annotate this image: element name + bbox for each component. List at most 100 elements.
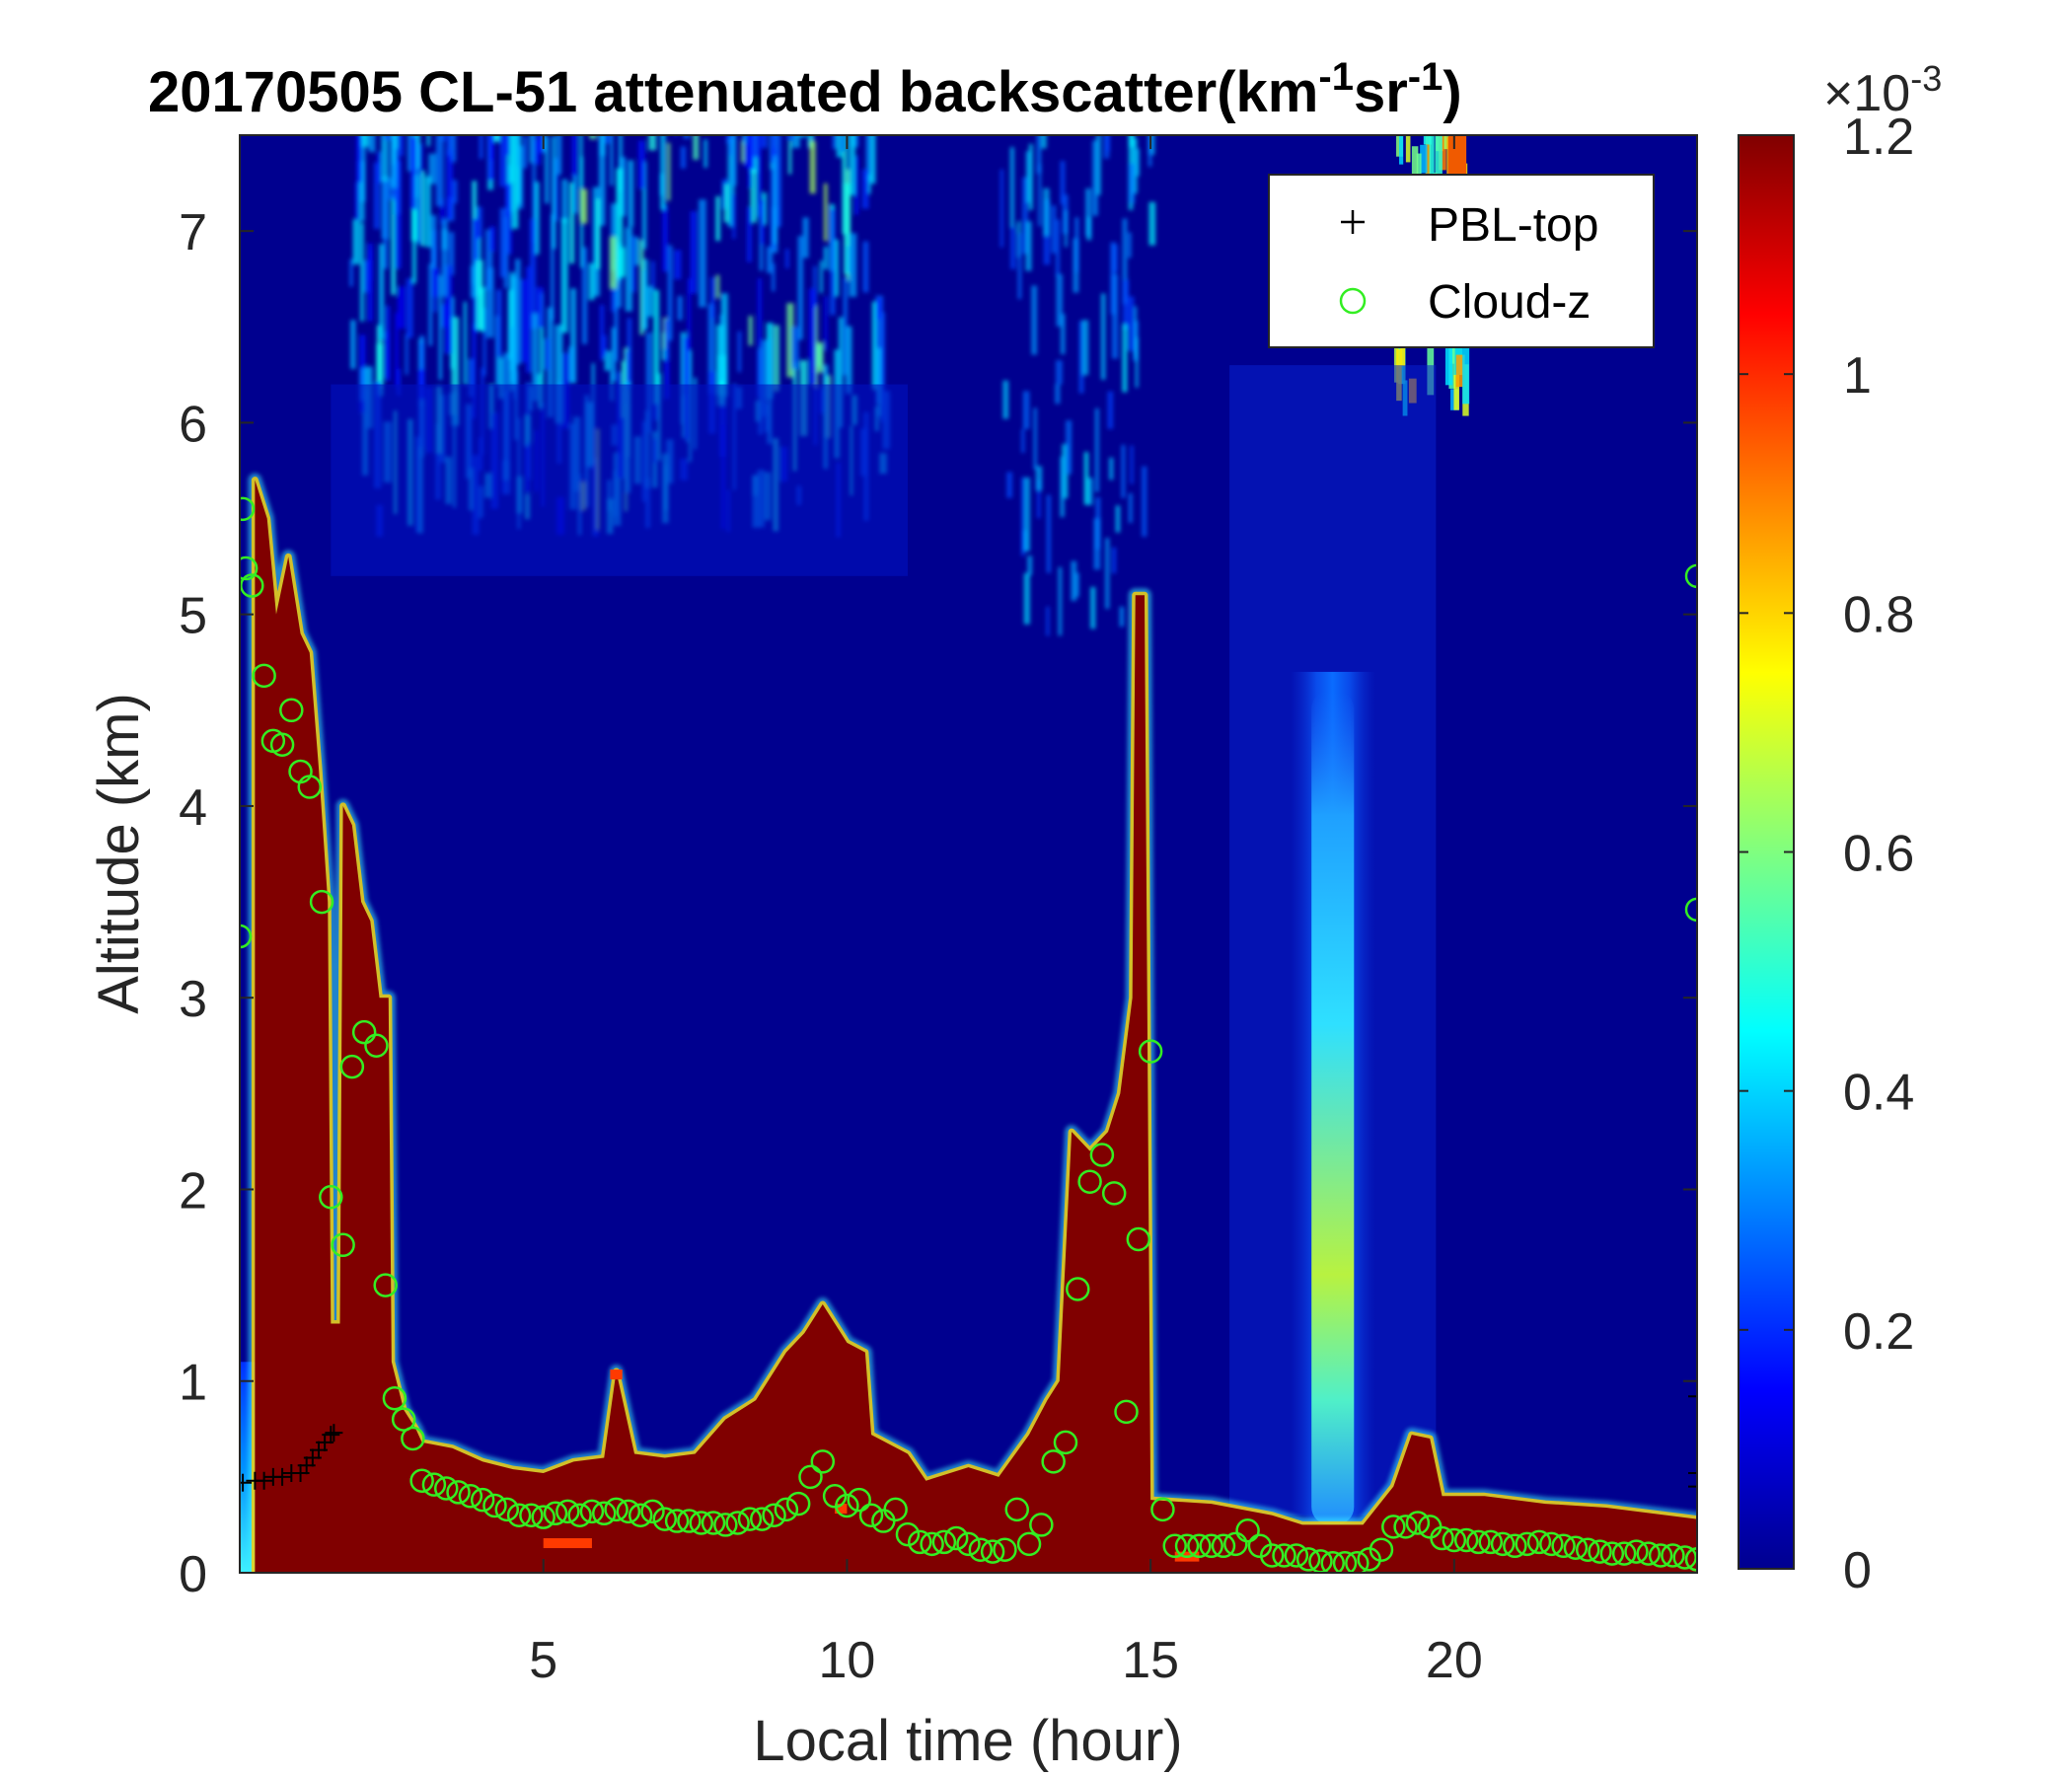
cirrus-streak (426, 135, 431, 147)
cirrus-streak (766, 246, 774, 273)
cirrus-streak (814, 304, 818, 388)
cirrus-streak (1108, 457, 1114, 481)
cloud-z-marker (1114, 1399, 1139, 1425)
cirrus-streak (1060, 161, 1066, 204)
cirrus-streak (1046, 494, 1052, 573)
cirrus-streak (561, 179, 568, 223)
cirrus-streak (1043, 187, 1050, 237)
cloud-z-marker (750, 1507, 775, 1531)
cirrus-streak (1107, 391, 1114, 429)
cirrus-streak (410, 137, 417, 210)
cloud-z-marker (1478, 1529, 1504, 1555)
surface-speckle (835, 1504, 848, 1515)
colorbar-tick-label: 1 (1843, 347, 1872, 405)
cirrus-streak (496, 289, 502, 357)
cirrus-streak (1038, 164, 1042, 227)
legend-plus-marker (1341, 210, 1365, 234)
cloud-z-marker (592, 1501, 617, 1526)
legend-entry-pbl-top: PBL-top (1341, 199, 1598, 252)
y-tick-label: 6 (179, 396, 207, 453)
cirrus-streak (1111, 273, 1119, 359)
cirrus-streak (489, 226, 495, 252)
cirrus-streak (448, 232, 455, 275)
cirrus-streak (757, 135, 762, 218)
cirrus-streak (389, 178, 395, 200)
cirrus-streak (1055, 219, 1061, 276)
cloud-z-marker (1393, 1515, 1418, 1539)
cirrus-streak (999, 169, 1003, 248)
cirrus-streak (845, 326, 852, 395)
cirrus-streak (1128, 296, 1135, 351)
cirrus-streak (1060, 456, 1065, 518)
cirrus-streak (1100, 293, 1106, 380)
cloud-z-marker (519, 1503, 544, 1527)
cirrus-streak (1130, 445, 1134, 484)
cirrus-streak (1128, 232, 1132, 259)
cirrus-streak (641, 161, 647, 250)
pbl-top-marker (1688, 1477, 1697, 1496)
cloud-z-marker (1369, 1537, 1394, 1562)
cirrus-streak (647, 286, 653, 318)
cirrus-streak (1021, 477, 1025, 556)
cirrus-streak (381, 135, 389, 183)
cloud-z-marker (364, 1033, 389, 1059)
cirrus-streak (1024, 477, 1031, 552)
cirrus-streak (360, 135, 369, 148)
cirrus-streak (463, 301, 468, 386)
cloud-z-marker (774, 1497, 799, 1522)
cirrus-streak (616, 168, 624, 279)
cirrus-streak (354, 182, 359, 221)
cirrus-streak (742, 135, 747, 145)
cirrus-streak (667, 142, 671, 201)
cirrus-streak (841, 135, 845, 152)
cirrus-streak (824, 296, 828, 351)
cirrus-streak (727, 137, 735, 228)
cloud-z-marker (446, 1480, 471, 1505)
cirrus-streak (359, 367, 368, 402)
cirrus-streak (866, 174, 871, 194)
cirrus-streak (536, 287, 544, 329)
cloud-z-marker (725, 1511, 750, 1535)
cirrus-streak (744, 135, 751, 168)
colorbar-tick-label: 0.4 (1843, 1065, 1914, 1122)
cloud-z-marker (373, 1273, 398, 1297)
cirrus-streak (1122, 324, 1128, 393)
cirrus-streak (523, 135, 528, 169)
late-cloud-streak (1399, 135, 1404, 165)
cirrus-streak (499, 135, 508, 187)
cloud-z-marker (1089, 1143, 1115, 1167)
cirrus-streak (830, 208, 836, 316)
cirrus-streak (680, 146, 687, 169)
cirrus-streak (383, 181, 388, 269)
cloud-z-marker (269, 732, 295, 758)
pbl-top-marker (255, 1471, 273, 1490)
cloud-z-marker (252, 663, 276, 689)
cirrus-streak (598, 135, 606, 226)
cirrus-streak (1105, 538, 1110, 610)
cirrus-streak (1056, 273, 1064, 327)
cloud-z-marker (968, 1537, 994, 1562)
cirrus-streak (1062, 444, 1069, 499)
cirrus-streak (504, 135, 510, 156)
cloud-z-marker (980, 1539, 1005, 1564)
cirrus-streak (588, 262, 595, 301)
pbl-top-marker (273, 1467, 292, 1486)
cirrus-streak (797, 236, 804, 340)
title-sup-1: -1 (1318, 55, 1354, 99)
cloud-z-marker (1041, 1449, 1066, 1474)
cirrus-streak (1128, 492, 1133, 523)
x-axis-label: Local time (hour) (753, 1709, 1182, 1773)
cloud-z-marker (1563, 1535, 1589, 1560)
cloud-z-marker (1029, 1513, 1054, 1537)
cirrus-streak (367, 243, 373, 322)
cirrus-streak (507, 289, 514, 360)
cirrus-streak (349, 259, 353, 287)
cirrus-streak (441, 218, 448, 297)
cirrus-streak (774, 135, 781, 227)
cirrus-streak (415, 135, 420, 170)
cirrus-streak (823, 246, 829, 269)
cloud-z-marker (1672, 1545, 1697, 1570)
cirrus-streak (808, 288, 816, 386)
cirrus-streak (1093, 518, 1101, 570)
cirrus-streak (418, 342, 424, 387)
